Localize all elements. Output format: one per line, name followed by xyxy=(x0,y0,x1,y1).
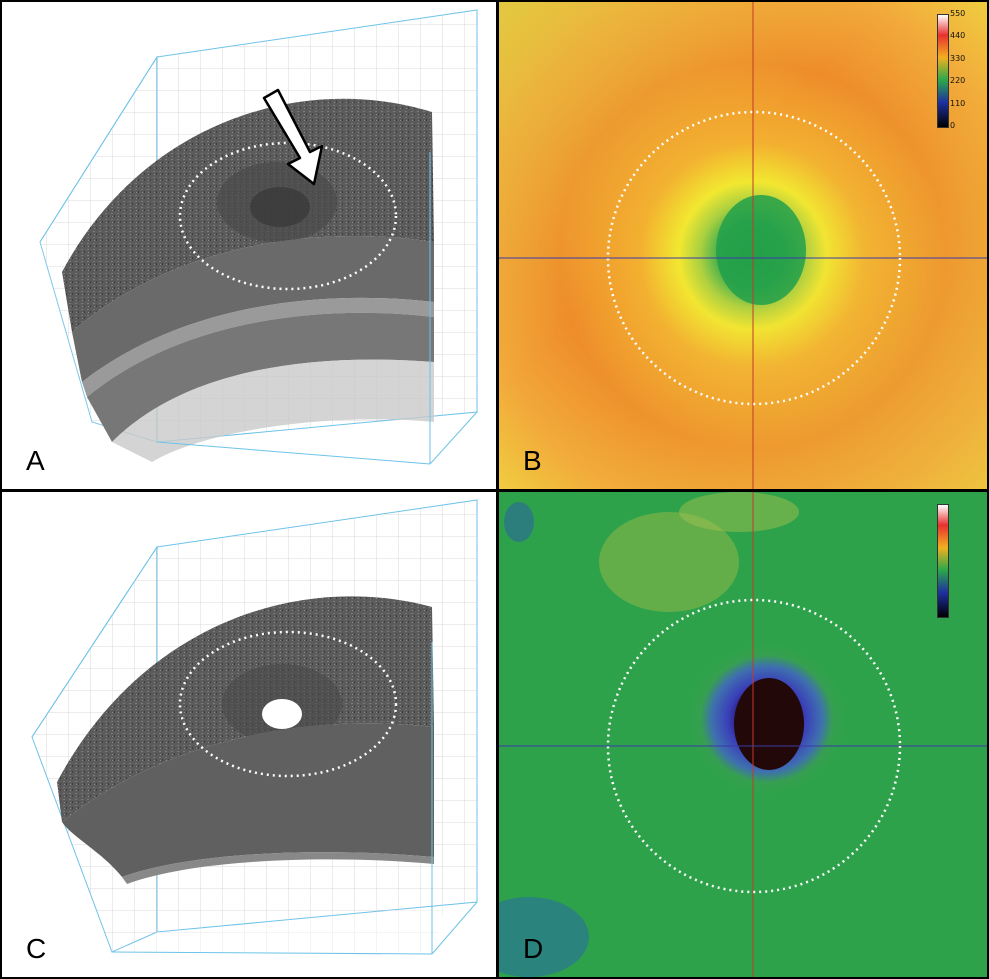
legend-tick: 0 xyxy=(950,120,956,130)
foveal-center-region xyxy=(716,195,806,305)
legend-tick: 440 xyxy=(950,31,966,41)
annotation-circle xyxy=(606,598,902,894)
retina-layer-2 xyxy=(87,312,434,442)
panel-label: A xyxy=(26,445,45,476)
panel-d-heatmap xyxy=(499,492,987,977)
macular-hole xyxy=(262,699,302,729)
thin-region xyxy=(499,897,589,977)
color-scale-legend: 550 440 330 220 110 0 xyxy=(937,9,973,130)
panel-label: D xyxy=(523,933,544,964)
panel-label: B xyxy=(523,445,542,476)
color-scale-legend xyxy=(937,504,973,618)
annotation-circle xyxy=(178,141,398,291)
panel-c-3d-volume: C xyxy=(2,492,496,977)
panel-a-3d-volume: A xyxy=(2,2,496,489)
legend-tick: 550 xyxy=(950,9,966,18)
annotation-circle xyxy=(606,110,902,406)
macular-hole-center xyxy=(734,678,804,770)
legend-tick: 220 xyxy=(950,76,966,86)
annotation-circle xyxy=(178,630,398,778)
retina-layer xyxy=(62,723,434,877)
panel-b-heatmap xyxy=(499,2,987,489)
legend-tick: 330 xyxy=(950,53,966,63)
panel-label: C xyxy=(26,933,47,964)
legend-tick: 110 xyxy=(950,98,966,108)
panel-d-thickness-map: D xyxy=(499,492,987,977)
elevated-region xyxy=(599,512,739,612)
retina-layer-1 xyxy=(72,236,434,382)
panel-b-thickness-map: 550 440 330 220 110 0 B xyxy=(499,2,987,489)
panel-a-volume-render xyxy=(39,9,478,465)
arrow-icon xyxy=(262,88,324,186)
panel-c-volume-render xyxy=(31,499,478,955)
